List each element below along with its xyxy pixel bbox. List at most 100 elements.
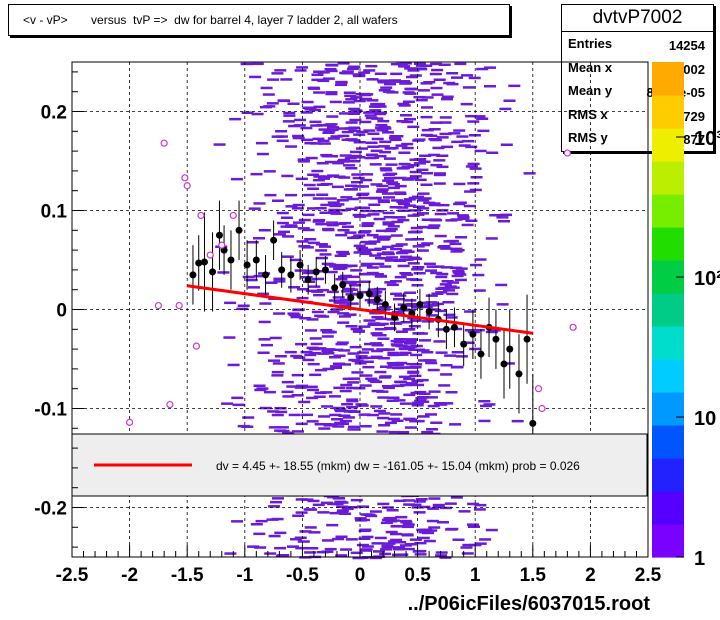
density-cell [474, 503, 487, 507]
density-cell [293, 356, 306, 359]
density-cell [428, 224, 441, 227]
density-cell [392, 548, 405, 551]
density-cell [403, 342, 416, 345]
density-cell [358, 537, 371, 540]
density-cell [382, 179, 395, 182]
density-cell [384, 82, 396, 86]
density-cell [375, 190, 388, 193]
density-cell [326, 64, 339, 67]
density-cell [357, 518, 370, 522]
density-cell [257, 351, 270, 354]
density-cell [462, 543, 475, 547]
density-cell [348, 160, 361, 163]
density-cell [349, 110, 362, 114]
density-cell [468, 76, 481, 80]
density-cell [399, 544, 412, 547]
density-cell [382, 211, 395, 215]
density-cell [303, 271, 316, 275]
density-cell [288, 286, 301, 289]
density-cell [462, 341, 475, 344]
density-cell [425, 314, 438, 317]
density-cell [374, 112, 387, 116]
density-cell [271, 370, 284, 374]
density-cell [281, 255, 294, 258]
density-cell [363, 111, 376, 114]
density-cell [405, 418, 417, 421]
density-cell [307, 207, 319, 210]
density-cell [382, 131, 394, 134]
density-cell [274, 355, 287, 358]
density-cell [260, 86, 273, 90]
density-cell [402, 100, 415, 103]
colorbar-segment [652, 128, 684, 162]
density-cell [309, 120, 322, 124]
density-cell [353, 74, 366, 78]
footer-filename: ../P06icFiles/6037015.root [407, 593, 650, 615]
density-cell [340, 383, 353, 387]
density-cell [369, 163, 382, 166]
density-cell [353, 133, 366, 136]
density-cell [267, 410, 280, 413]
density-cell [457, 216, 470, 219]
density-cell [406, 177, 419, 180]
density-cell [388, 540, 401, 543]
density-cell [356, 246, 368, 250]
density-cell [253, 202, 266, 205]
density-cell [358, 280, 371, 283]
density-cell [326, 115, 339, 118]
density-cell [439, 116, 452, 119]
stats-label: RMS x [568, 106, 608, 122]
open-point [569, 323, 577, 331]
density-cell [358, 325, 371, 328]
density-cell [409, 374, 422, 378]
density-cell [348, 112, 361, 115]
density-cell [379, 140, 392, 144]
density-cell [412, 238, 425, 241]
density-cell [297, 160, 310, 163]
density-cell [405, 238, 418, 241]
density-cell [357, 185, 369, 188]
density-cell [436, 136, 449, 139]
density-cell [412, 550, 425, 553]
density-cell [406, 362, 419, 366]
density-cell [265, 281, 278, 284]
density-cell [464, 190, 477, 193]
density-cell [322, 131, 335, 134]
density-cell [377, 502, 390, 506]
density-cell [287, 545, 299, 548]
density-cell [380, 548, 393, 551]
density-cell [309, 351, 321, 355]
density-cell [427, 226, 440, 230]
density-cell [337, 127, 350, 130]
density-cell [334, 408, 346, 411]
profile-point [469, 330, 477, 338]
density-cell [371, 316, 384, 319]
density-cell [379, 167, 392, 170]
colorbar-segment [652, 62, 684, 96]
density-cell [375, 317, 388, 321]
density-cell [379, 150, 392, 154]
density-cell [401, 165, 414, 169]
density-cell [302, 106, 315, 109]
density-cell [312, 137, 325, 141]
density-cell [366, 413, 379, 417]
stats-label: RMS y [568, 130, 608, 145]
density-cell [291, 373, 304, 377]
density-cell [231, 520, 244, 523]
density-cell [445, 391, 458, 394]
density-cell [241, 111, 254, 114]
density-cell [412, 266, 425, 269]
density-cell [397, 102, 410, 106]
density-cell [418, 160, 431, 163]
density-cell [379, 365, 392, 368]
density-cell [428, 203, 441, 207]
density-cell [447, 286, 460, 289]
density-cell [381, 251, 394, 254]
density-cell [439, 121, 452, 124]
density-cell [377, 357, 390, 360]
density-cell [367, 132, 380, 135]
density-cell [430, 62, 443, 66]
density-cell [272, 362, 285, 365]
density-cell [311, 310, 324, 314]
density-cell [333, 497, 346, 500]
